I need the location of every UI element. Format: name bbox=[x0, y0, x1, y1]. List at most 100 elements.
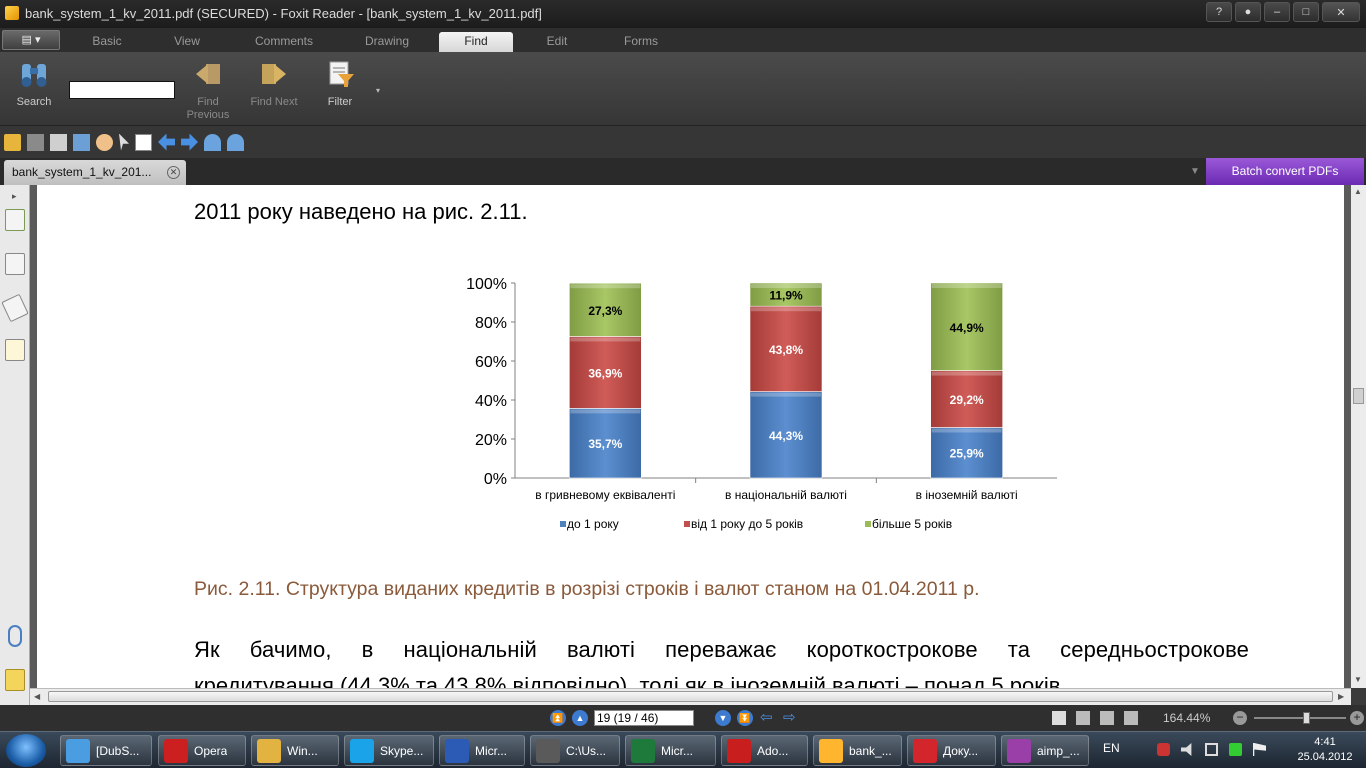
close-tab-icon[interactable]: ✕ bbox=[167, 166, 180, 179]
bar-segment-bevel bbox=[751, 392, 821, 397]
redo-icon[interactable] bbox=[227, 133, 244, 151]
data-label: 35,7% bbox=[588, 437, 622, 451]
help-button[interactable]: ? bbox=[1206, 2, 1232, 22]
find-previous-button[interactable]: Find Previous bbox=[186, 58, 230, 122]
go-back-icon[interactable]: ⇦ bbox=[760, 709, 773, 726]
taskbar-item[interactable]: Ado... bbox=[721, 735, 808, 766]
maximize-button[interactable]: □ bbox=[1293, 2, 1319, 22]
data-label: 25,9% bbox=[950, 447, 984, 461]
close-button[interactable]: ✕ bbox=[1322, 2, 1360, 22]
bar-segment bbox=[749, 305, 823, 392]
bar-segment bbox=[569, 408, 642, 479]
scroll-left-icon[interactable]: ◀ bbox=[34, 692, 41, 701]
taskbar-item-label: Ado... bbox=[757, 743, 789, 758]
zoom-out-icon[interactable]: − bbox=[1233, 711, 1247, 725]
forward-arrow-icon[interactable] bbox=[181, 133, 198, 151]
find-next-button[interactable]: Find Next bbox=[248, 58, 300, 108]
scroll-up-icon[interactable]: ▲ bbox=[1354, 187, 1362, 196]
x-tick-label: в гривневому еквіваленті bbox=[535, 488, 675, 502]
taskbar-item-label: Skype... bbox=[380, 743, 424, 758]
tab-list-dropdown-icon[interactable]: ▼ bbox=[1190, 166, 1200, 177]
zoom-slider-knob[interactable] bbox=[1303, 712, 1310, 724]
tab-edit[interactable]: Edit bbox=[546, 34, 568, 48]
annotations-icon[interactable] bbox=[5, 669, 25, 691]
taskbar-item[interactable]: Micr... bbox=[625, 735, 716, 766]
hand-tool-icon[interactable] bbox=[96, 133, 113, 151]
volume-icon[interactable] bbox=[1181, 743, 1192, 756]
options-button[interactable]: ● bbox=[1235, 2, 1261, 22]
page-icon[interactable] bbox=[135, 133, 152, 151]
facing-view-icon[interactable] bbox=[1100, 711, 1114, 725]
panel-expand-icon[interactable]: ▸ bbox=[12, 191, 17, 201]
bar-segment-bevel bbox=[751, 307, 821, 312]
comments-icon[interactable] bbox=[5, 339, 25, 361]
attachments-icon[interactable] bbox=[8, 625, 22, 647]
horizontal-scroll-thumb[interactable] bbox=[48, 691, 1333, 702]
scroll-down-icon[interactable]: ▼ bbox=[1354, 675, 1362, 684]
document-tab-label: bank_system_1_kv_201... bbox=[12, 165, 152, 179]
minimize-button[interactable]: – bbox=[1264, 2, 1290, 22]
zoom-in-icon[interactable]: + bbox=[1350, 711, 1364, 725]
vertical-scrollbar[interactable]: ▲ ▼ bbox=[1351, 185, 1366, 688]
tab-view[interactable]: View bbox=[174, 34, 200, 48]
pages-icon[interactable] bbox=[5, 253, 25, 275]
ribbon-expand-icon[interactable]: ▾ bbox=[376, 86, 381, 95]
pdf-page: 2011 року наведено на рис. 2.11. 0% 20% 40… bbox=[37, 185, 1344, 688]
zoom-slider[interactable] bbox=[1254, 717, 1346, 719]
document-tab[interactable]: bank_system_1_kv_201... ✕ bbox=[4, 160, 186, 185]
network-icon[interactable] bbox=[1205, 743, 1218, 756]
single-page-view-icon[interactable] bbox=[1052, 711, 1066, 725]
vertical-scroll-thumb[interactable] bbox=[1353, 388, 1364, 404]
continuous-view-icon[interactable] bbox=[1076, 711, 1090, 725]
language-indicator[interactable]: EN bbox=[1103, 741, 1120, 755]
save-icon[interactable] bbox=[27, 133, 44, 151]
select-arrow-icon[interactable] bbox=[119, 133, 129, 151]
tab-basic[interactable]: Basic bbox=[92, 34, 122, 48]
filter-button[interactable]: Filter bbox=[320, 58, 360, 108]
bar-segment bbox=[749, 282, 823, 307]
taskbar-item[interactable]: [DubS... bbox=[60, 735, 152, 766]
search-button[interactable]: Search bbox=[12, 58, 56, 108]
chart-legend: до 1 року від 1 року до 5 років більше 5 р… bbox=[560, 517, 952, 531]
taskbar-item[interactable]: Skype... bbox=[344, 735, 434, 766]
taskbar-item[interactable]: Win... bbox=[251, 735, 339, 766]
data-label: 43,8% bbox=[769, 343, 803, 357]
scroll-right-icon[interactable]: ▶ bbox=[1338, 692, 1345, 701]
tab-forms[interactable]: Forms bbox=[624, 34, 658, 48]
taskbar-item[interactable]: aimp_... bbox=[1001, 735, 1089, 766]
start-button[interactable] bbox=[6, 734, 46, 767]
action-center-flag-icon[interactable] bbox=[1253, 743, 1266, 756]
taskbar-item[interactable]: Opera bbox=[158, 735, 246, 766]
bar-segment bbox=[749, 391, 823, 479]
previous-page-icon[interactable]: ▲ bbox=[572, 710, 588, 726]
open-folder-icon[interactable] bbox=[4, 133, 21, 151]
tray-app-icon[interactable] bbox=[1157, 743, 1170, 756]
undo-icon[interactable] bbox=[204, 133, 221, 151]
continuous-facing-icon[interactable] bbox=[1124, 711, 1138, 725]
taskbar-item-label: [DubS... bbox=[96, 743, 140, 758]
tab-comments[interactable]: Comments bbox=[254, 34, 313, 48]
tab-drawing[interactable]: Drawing bbox=[364, 34, 409, 48]
back-arrow-icon[interactable] bbox=[158, 133, 175, 151]
battery-icon[interactable] bbox=[1229, 743, 1242, 756]
last-page-icon[interactable]: ⏬ bbox=[737, 710, 753, 726]
batch-convert-button[interactable]: Batch convert PDFs bbox=[1206, 158, 1364, 185]
first-page-icon[interactable]: ⏫ bbox=[550, 710, 566, 726]
taskbar-clock[interactable]: 4:41 25.04.2012 bbox=[1290, 735, 1360, 765]
print-icon[interactable] bbox=[50, 133, 67, 151]
page-number-field[interactable] bbox=[594, 710, 694, 726]
taskbar-item[interactable]: Micr... bbox=[439, 735, 525, 766]
go-forward-icon[interactable]: ⇨ bbox=[783, 709, 796, 726]
legend-label: більше 5 років bbox=[872, 517, 952, 531]
horizontal-scrollbar[interactable]: ◀ ▶ bbox=[30, 688, 1351, 705]
layers-icon[interactable] bbox=[1, 293, 29, 323]
bookmarks-icon[interactable] bbox=[5, 209, 25, 231]
tab-find[interactable]: Find bbox=[439, 32, 513, 52]
taskbar-item[interactable]: Доку... bbox=[907, 735, 996, 766]
search-input[interactable] bbox=[69, 81, 175, 99]
taskbar-item[interactable]: C:\Us... bbox=[530, 735, 620, 766]
next-page-icon[interactable]: ▼ bbox=[715, 710, 731, 726]
taskbar-item[interactable]: bank_... bbox=[813, 735, 902, 766]
monitor-icon[interactable] bbox=[73, 133, 90, 151]
app-menu-button[interactable]: ▤ ▾ bbox=[2, 30, 60, 50]
